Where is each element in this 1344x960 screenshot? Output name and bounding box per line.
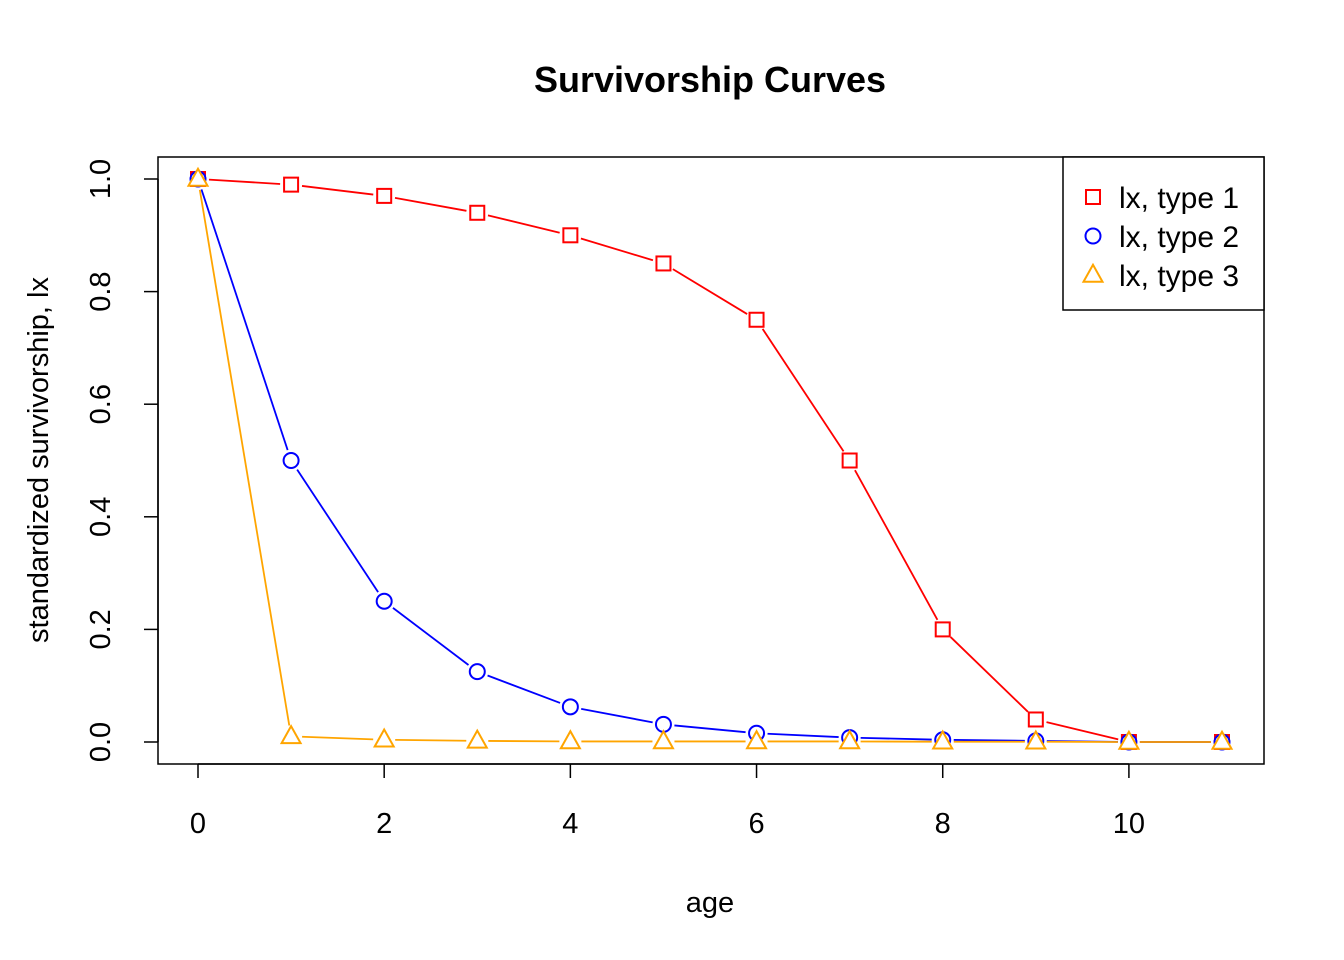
data-point <box>1024 729 1048 750</box>
data-point <box>375 592 393 610</box>
series-line-segment <box>580 237 654 262</box>
data-point <box>934 621 951 638</box>
chart-title: Survivorship Curves <box>534 59 886 100</box>
y-tick-label: 0.6 <box>85 384 117 424</box>
x-tick-label: 2 <box>376 808 392 840</box>
data-point <box>1117 729 1141 750</box>
legend-marker <box>1084 227 1102 245</box>
data-point <box>186 166 210 187</box>
series-line-segment <box>392 607 470 666</box>
y-tick-label: 0.2 <box>85 609 117 649</box>
y-axis: 0.0 0.2 0.4 0.6 0.8 1.0 <box>85 159 159 762</box>
series-line-segment <box>394 196 467 212</box>
x-tick-label: 0 <box>190 808 206 840</box>
data-point <box>655 255 672 272</box>
data-point <box>469 204 486 221</box>
legend: lx, type 1 lx, type 2 lx, type 3 <box>1062 156 1265 311</box>
legend-label: lx, type 3 <box>1119 260 1239 293</box>
data-point <box>562 227 579 244</box>
data-point <box>652 729 675 750</box>
legend-label: lx, type 1 <box>1119 182 1239 215</box>
series-line-segment <box>950 636 1029 713</box>
legend-marker <box>1085 189 1101 205</box>
legend-items: lx, type 1 lx, type 2 lx, type 3 <box>1081 182 1239 293</box>
y-tick-label: 0.0 <box>85 722 117 762</box>
y-axis-label: standardized survivorship, lx <box>23 277 55 643</box>
x-axis: 0 2 4 6 8 10 <box>190 763 1145 840</box>
series-line-segment <box>487 674 561 704</box>
data-point <box>838 729 861 750</box>
series-line-segment <box>301 185 374 196</box>
data-point <box>376 187 393 204</box>
data-point <box>283 176 300 193</box>
series-layer <box>186 166 1234 751</box>
series-line-segment <box>200 189 289 451</box>
series-line-segment <box>672 268 748 315</box>
data-point <box>748 311 765 328</box>
x-tick-label: 8 <box>935 808 951 840</box>
y-tick-label: 1.0 <box>85 159 117 199</box>
x-tick-label: 6 <box>748 808 764 840</box>
series-line-segment <box>296 469 379 593</box>
legend-label: lx, type 2 <box>1119 221 1239 254</box>
series-line-segment <box>761 328 845 452</box>
data-point <box>745 729 768 750</box>
data-point <box>1210 729 1234 750</box>
data-point <box>931 729 954 750</box>
data-point <box>466 728 489 749</box>
y-tick-label: 0.8 <box>85 271 117 311</box>
y-tick-label: 0.4 <box>85 497 117 537</box>
legend-marker <box>1081 262 1105 283</box>
data-point <box>468 663 486 681</box>
series-line-segment <box>487 214 560 234</box>
x-axis-label: age <box>686 887 734 919</box>
series-line-segment <box>767 732 839 738</box>
series-line-segment <box>198 189 291 726</box>
series-line-segment <box>208 178 281 185</box>
data-point <box>282 452 300 469</box>
series-line-segment <box>302 735 374 741</box>
data-point <box>561 698 579 716</box>
series-line-segment <box>581 707 653 724</box>
x-tick-label: 10 <box>1113 808 1145 840</box>
series-line-segment <box>395 738 467 742</box>
series-line-segment <box>1046 721 1119 741</box>
data-point <box>372 727 396 748</box>
series-3 <box>186 166 1234 750</box>
series-line-segment <box>953 739 1025 742</box>
data-point <box>279 724 303 745</box>
series-line-segment <box>674 724 746 734</box>
data-point <box>841 452 858 469</box>
series-line-segment <box>860 736 932 741</box>
x-tick-label: 4 <box>562 808 578 840</box>
data-point <box>1027 711 1044 728</box>
series-line-segment <box>854 469 939 621</box>
data-point <box>559 729 582 750</box>
